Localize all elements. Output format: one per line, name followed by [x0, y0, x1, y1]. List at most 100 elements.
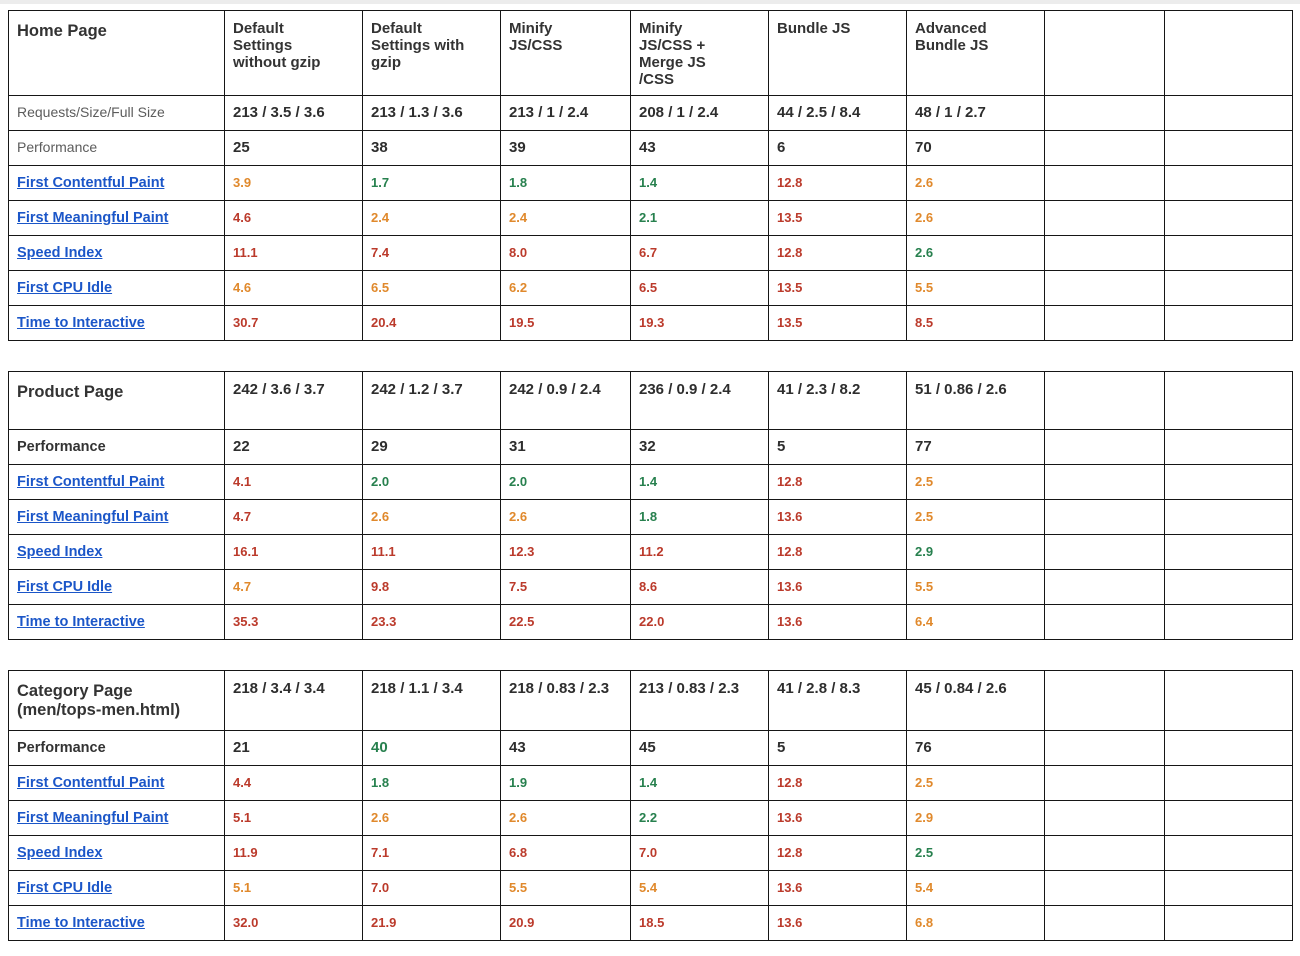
- value-cell: 39: [500, 130, 631, 166]
- metric-value: 16.1: [233, 544, 259, 559]
- header-value-cell: 218 / 3.4 / 3.4: [224, 670, 363, 731]
- value-cell: 213 / 3.5 / 3.6: [224, 95, 363, 131]
- metric-value: 21.9: [371, 915, 397, 930]
- empty-cell: [1164, 730, 1293, 766]
- metric-value: 22: [233, 438, 250, 455]
- metric-value: 6.8: [915, 915, 934, 930]
- value-cell: 77: [906, 429, 1045, 465]
- metric-value: 43: [509, 739, 526, 756]
- requests-size-value: 236 / 0.9 / 2.4: [639, 381, 731, 398]
- value-cell: 2.1: [630, 200, 769, 236]
- metric-link[interactable]: Time to Interactive: [17, 614, 145, 630]
- metric-link[interactable]: First CPU Idle: [17, 579, 113, 595]
- metric-link[interactable]: First CPU Idle: [17, 280, 113, 296]
- row-label-cell: Requests/Size/Full Size: [8, 95, 225, 131]
- metric-link[interactable]: First CPU Idle: [17, 880, 113, 896]
- value-cell: 7.5: [500, 569, 631, 605]
- value-cell: 38: [362, 130, 501, 166]
- metric-value: 11.1: [233, 245, 258, 260]
- value-cell: 1.4: [630, 165, 769, 201]
- metric-value: 8.5: [915, 315, 934, 330]
- requests-size-value: 41 / 2.8 / 8.3: [777, 680, 861, 697]
- value-cell: 35.3: [224, 604, 363, 640]
- metric-link[interactable]: First Meaningful Paint: [17, 210, 169, 226]
- empty-cell: [1044, 95, 1165, 131]
- value-cell: 6: [768, 130, 907, 166]
- empty-cell: [1044, 604, 1165, 640]
- value-cell: 5.5: [906, 270, 1045, 306]
- metric-value: 5.5: [915, 280, 934, 295]
- empty-cell: [1164, 235, 1293, 271]
- metric-value: 7.4: [371, 245, 390, 260]
- empty-cell: [1164, 835, 1293, 871]
- row-label-cell: Performance: [8, 130, 225, 166]
- value-cell: 13.6: [768, 569, 907, 605]
- metric-link[interactable]: Speed Index: [17, 845, 103, 861]
- empty-cell: [1044, 870, 1165, 906]
- metric-link[interactable]: Speed Index: [17, 245, 103, 261]
- value-cell: 13.5: [768, 200, 907, 236]
- value-cell: 5.1: [224, 800, 363, 836]
- metric-value: 2.9: [915, 544, 934, 559]
- empty-cell: [1044, 130, 1165, 166]
- value-cell: 5.4: [630, 870, 769, 906]
- table-row: First Contentful Paint 4.1 2.0 2.0 1.4 12.8 2.…: [8, 464, 1293, 500]
- metric-link[interactable]: First Meaningful Paint: [17, 810, 169, 826]
- requests-size-value: 242 / 1.2 / 3.7: [371, 381, 463, 398]
- metric-link[interactable]: First Meaningful Paint: [17, 509, 169, 525]
- metric-link[interactable]: Time to Interactive: [17, 315, 145, 331]
- value-cell: 19.3: [630, 305, 769, 341]
- metric-value: 44 / 2.5 / 8.4: [777, 104, 861, 121]
- requests-size-value: 213 / 0.83 / 2.3: [639, 680, 740, 697]
- metric-value: 2.1: [639, 210, 658, 225]
- value-cell: 12.8: [768, 765, 907, 801]
- table-row: Performance 21 40 43 45 5 76: [8, 730, 1293, 766]
- empty-cell: [1164, 800, 1293, 836]
- empty-cell: [1044, 765, 1165, 801]
- top-divider: [0, 0, 1300, 4]
- value-cell: 12.8: [768, 534, 907, 570]
- metric-value: 19.3: [639, 315, 665, 330]
- metric-link[interactable]: Speed Index: [17, 544, 103, 560]
- requests-size-value: 41 / 2.3 / 8.2: [777, 381, 861, 398]
- empty-cell: [1044, 200, 1165, 236]
- metric-link[interactable]: First Contentful Paint: [17, 775, 165, 791]
- metric-value: 23.3: [371, 614, 397, 629]
- value-cell: 6.2: [500, 270, 631, 306]
- row-label-cell: Performance: [8, 730, 225, 766]
- value-cell: 23.3: [362, 604, 501, 640]
- empty-cell: [1044, 464, 1165, 500]
- metric-value: 2.6: [915, 210, 934, 225]
- metric-value: 12.8: [777, 474, 803, 489]
- value-cell: 6.5: [630, 270, 769, 306]
- section-title-cell: Category Page (men/tops-men.html): [8, 670, 225, 731]
- table-row: First Meaningful Paint 4.7 2.6 2.6 1.8 13.6 2.…: [8, 499, 1293, 535]
- empty-cell: [1164, 165, 1293, 201]
- value-cell: 31: [500, 429, 631, 465]
- metric-value: 7.5: [509, 579, 528, 594]
- metric-value: 2.2: [639, 810, 658, 825]
- metric-value: 13.6: [777, 579, 803, 594]
- row-label: Requests/Size/Full Size: [17, 104, 165, 120]
- empty-cell: [1164, 499, 1293, 535]
- row-label: Performance: [17, 139, 98, 155]
- metric-value: 77: [915, 438, 932, 455]
- metric-value: 1.8: [509, 175, 528, 190]
- value-cell: 2.4: [362, 200, 501, 236]
- metric-value: 5: [777, 739, 786, 756]
- metric-link[interactable]: First Contentful Paint: [17, 474, 165, 490]
- metric-value: 2.0: [371, 474, 390, 489]
- metric-value: 35.3: [233, 614, 259, 629]
- value-cell: 5.5: [906, 569, 1045, 605]
- metric-link[interactable]: Time to Interactive: [17, 915, 145, 931]
- column-header: Default Settings with gzip: [362, 10, 501, 96]
- empty-cell: [1164, 371, 1293, 430]
- row-label-cell: First CPU Idle: [8, 870, 225, 906]
- metric-value: 4.6: [233, 210, 252, 225]
- metric-link[interactable]: First Contentful Paint: [17, 175, 165, 191]
- home-table: Home Page Default Settings without gzip De…: [8, 10, 1293, 341]
- metric-value: 48 / 1 / 2.7: [915, 104, 986, 121]
- metric-value: 9.8: [371, 579, 390, 594]
- metric-value: 20.4: [371, 315, 397, 330]
- metric-value: 2.6: [915, 245, 934, 260]
